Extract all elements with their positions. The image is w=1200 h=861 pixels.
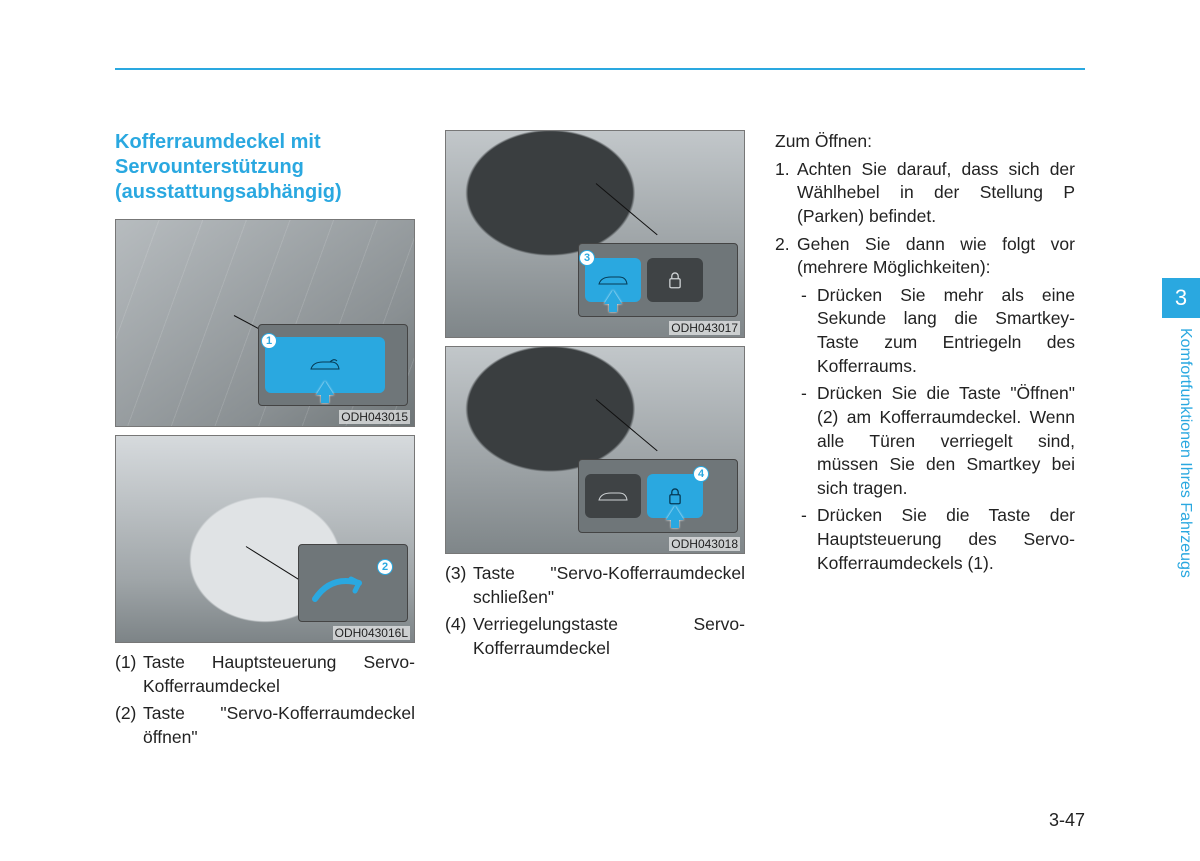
figure-1: 1 ODH043015 bbox=[115, 219, 415, 427]
trunk-close-button-inactive bbox=[585, 474, 641, 518]
dash-icon: - bbox=[801, 284, 817, 379]
column-right: Zum Öffnen: 1. Achten Sie darauf, dass s… bbox=[775, 130, 1075, 754]
arrow-up-icon bbox=[316, 381, 334, 395]
figure-4-code: ODH043018 bbox=[669, 537, 740, 551]
legend-text: Taste "Servo-Kofferraumdeckel öffnen" bbox=[143, 702, 415, 749]
figure-4: 4 ODH043018 bbox=[445, 346, 745, 554]
page-content: Kofferraumdeckel mit Servounterstützung … bbox=[115, 130, 1085, 754]
page-number: 3-47 bbox=[1049, 810, 1085, 831]
legend-item: (1) Taste Hauptsteuerung Servo-Kofferrau… bbox=[115, 651, 415, 698]
intro-text: Zum Öffnen: bbox=[775, 130, 1075, 154]
legend-num: (1) bbox=[115, 651, 143, 698]
car-icon bbox=[597, 487, 629, 505]
figure-1-inset: 1 bbox=[258, 324, 408, 406]
legend-num: (4) bbox=[445, 613, 473, 660]
dash-icon: - bbox=[801, 504, 817, 575]
car-open-icon bbox=[309, 356, 341, 374]
legend-text: Taste "Servo-Kofferraumdeckel schließen" bbox=[473, 562, 745, 609]
bullet-item: -Drücken Sie mehr als eine Sekunde lang … bbox=[801, 284, 1075, 379]
legend-item: (4) Verriegelungstaste Servo-Kofferraumd… bbox=[445, 613, 745, 660]
figure-2-code: ODH043016L bbox=[333, 626, 410, 640]
figure-2: 2 ODH043016L bbox=[115, 435, 415, 643]
figure-3-code: ODH043017 bbox=[669, 321, 740, 335]
step-1: 1. Achten Sie darauf, dass sich der Wähl… bbox=[775, 158, 1075, 229]
bullet-item: -Drücken Sie die Taste "Öffnen" (2) am K… bbox=[801, 382, 1075, 500]
legend-text: Taste Hauptsteuerung Servo-Kofferraumdec… bbox=[143, 651, 415, 698]
trunk-main-button: 1 bbox=[265, 337, 385, 393]
step-num: 2. bbox=[775, 233, 797, 280]
callout-2: 2 bbox=[377, 559, 393, 575]
legend-num: (3) bbox=[445, 562, 473, 609]
bullet-text: Drücken Sie die Taste der Hauptsteuerung… bbox=[817, 504, 1075, 575]
bullet-text: Drücken Sie mehr als eine Sekunde lang d… bbox=[817, 284, 1075, 379]
step-text: Gehen Sie dann wie folgt vor (mehrere Mö… bbox=[797, 233, 1075, 280]
figure-3: 3 ODH043017 bbox=[445, 130, 745, 338]
trunk-lock-button: 4 bbox=[647, 474, 703, 518]
chapter-title: Komfortfunktionen Ihres Fahrzeugs bbox=[1168, 328, 1194, 648]
car-close-icon bbox=[597, 271, 629, 289]
arrow-up-icon bbox=[604, 290, 622, 304]
callout-4: 4 bbox=[693, 466, 709, 482]
callout-3: 3 bbox=[579, 250, 595, 266]
dash-icon: - bbox=[801, 382, 817, 500]
step-num: 1. bbox=[775, 158, 797, 229]
section-heading: Kofferraumdeckel mit Servounterstützung … bbox=[115, 130, 415, 205]
figure-4-inset: 4 bbox=[578, 459, 738, 533]
lock-icon bbox=[667, 487, 683, 505]
trunk-close-button: 3 bbox=[585, 258, 641, 302]
figure-1-code: ODH043015 bbox=[339, 410, 410, 424]
legend-item: (3) Taste "Servo-Kofferraumdeckel schlie… bbox=[445, 562, 745, 609]
steps-list: 1. Achten Sie darauf, dass sich der Wähl… bbox=[775, 158, 1075, 576]
trunk-lock-button-inactive bbox=[647, 258, 703, 302]
column-middle: 3 ODH043017 4 bbox=[445, 130, 745, 754]
top-rule bbox=[115, 68, 1085, 70]
step-2: 2. Gehen Sie dann wie folgt vor (mehrere… bbox=[775, 233, 1075, 280]
legend-num: (2) bbox=[115, 702, 143, 749]
legend-left: (1) Taste Hauptsteuerung Servo-Kofferrau… bbox=[115, 651, 415, 750]
column-left: Kofferraumdeckel mit Servounterstützung … bbox=[115, 130, 415, 754]
callout-1: 1 bbox=[261, 333, 277, 349]
step-text: Achten Sie darauf, dass sich der Wählheb… bbox=[797, 158, 1075, 229]
arrow-up-icon bbox=[666, 506, 684, 520]
chapter-tab: 3 bbox=[1162, 278, 1200, 318]
bullet-item: -Drücken Sie die Taste der Hauptsteuerun… bbox=[801, 504, 1075, 575]
legend-middle: (3) Taste "Servo-Kofferraumdeckel schlie… bbox=[445, 562, 745, 661]
figure-2-inset: 2 bbox=[298, 544, 408, 622]
legend-text: Verriegelungstaste Servo-Kofferraumdecke… bbox=[473, 613, 745, 660]
sub-bullets: -Drücken Sie mehr als eine Sekunde lang … bbox=[775, 284, 1075, 576]
figure-3-inset: 3 bbox=[578, 243, 738, 317]
legend-item: (2) Taste "Servo-Kofferraumdeckel öffnen… bbox=[115, 702, 415, 749]
handle-icon bbox=[311, 569, 371, 609]
bullet-text: Drücken Sie die Taste "Öffnen" (2) am Ko… bbox=[817, 382, 1075, 500]
lock-icon bbox=[667, 271, 683, 289]
